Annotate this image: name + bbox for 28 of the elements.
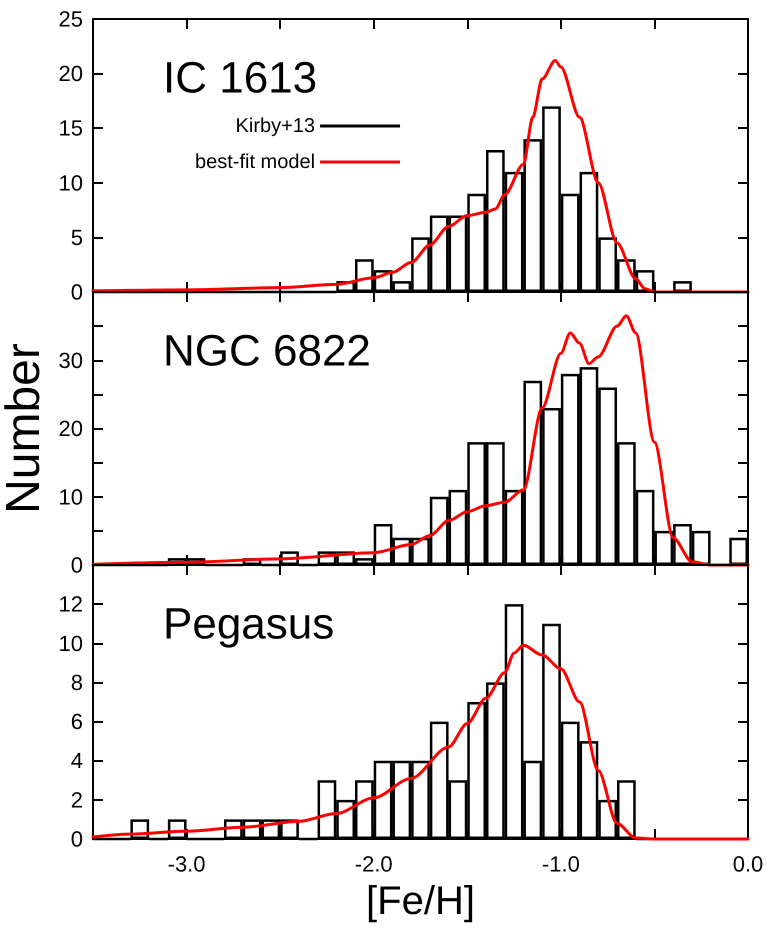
y-tick-label: 30 — [58, 348, 83, 373]
y-axis-title: Number — [0, 343, 50, 514]
y-tick-label: 10 — [58, 630, 83, 656]
x-tick-label: 0.0 — [732, 852, 764, 876]
y-tick-label: 10 — [58, 170, 83, 196]
legend-label: Kirby+13 — [236, 115, 316, 137]
y-tick-label: 6 — [70, 709, 83, 734]
y-tick-label: 5 — [70, 224, 83, 250]
x-tick-label: -1.0 — [542, 852, 580, 876]
y-tick-label: 0 — [70, 552, 83, 578]
y-tick-label: 4 — [70, 748, 83, 774]
text: Pegasus — [163, 600, 334, 648]
y-tick-label: 8 — [70, 670, 83, 695]
y-tick-label: 20 — [58, 61, 83, 86]
x-axis-title: [Fe/H] — [366, 879, 475, 923]
legend-label: best-fit model — [194, 151, 316, 173]
y-tick-label: 20 — [58, 416, 83, 441]
text: IC 1613 — [163, 54, 318, 102]
y-tick-label: 25 — [58, 6, 83, 32]
y-tick-label: 15 — [58, 116, 83, 141]
y-tick-label: 10 — [58, 484, 83, 510]
x-tick-label: -2.0 — [354, 852, 393, 876]
y-tick-label: 0 — [70, 280, 83, 304]
y-tick-label: 12 — [58, 592, 83, 617]
text: NGC 6822 — [163, 326, 371, 376]
y-tick-label: 0 — [70, 826, 83, 852]
y-tick-label: 2 — [70, 787, 83, 812]
x-tick-label: -3.0 — [168, 852, 206, 876]
